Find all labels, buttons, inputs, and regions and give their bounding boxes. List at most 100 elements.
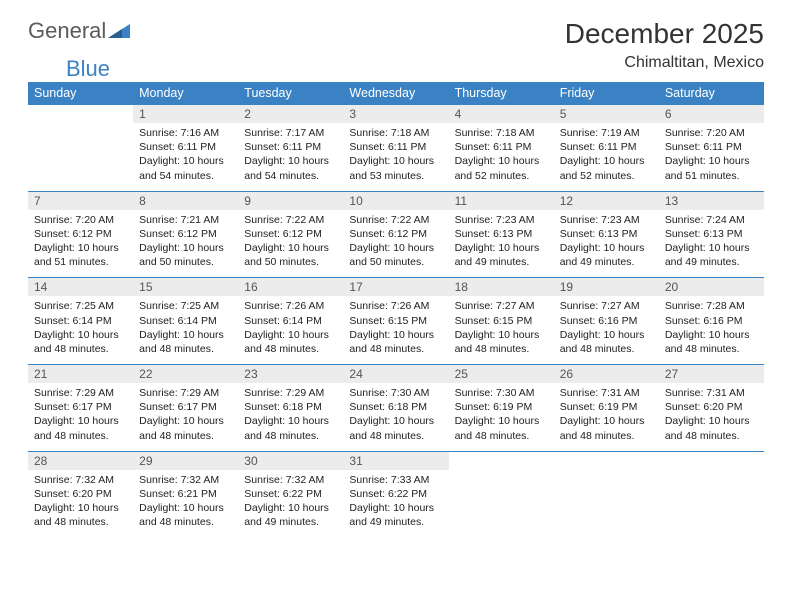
day-details: Sunrise: 7:21 AMSunset: 6:12 PMDaylight:… bbox=[133, 210, 238, 278]
calendar-day-cell: 25Sunrise: 7:30 AMSunset: 6:19 PMDayligh… bbox=[449, 365, 554, 452]
sunset-text: Sunset: 6:22 PM bbox=[244, 487, 337, 501]
sunrise-text: Sunrise: 7:28 AM bbox=[665, 299, 758, 313]
day-number: 27 bbox=[659, 365, 764, 383]
day-number: 23 bbox=[238, 365, 343, 383]
sunset-text: Sunset: 6:12 PM bbox=[139, 227, 232, 241]
calendar-day-cell: 13Sunrise: 7:24 AMSunset: 6:13 PMDayligh… bbox=[659, 191, 764, 278]
day-details: Sunrise: 7:24 AMSunset: 6:13 PMDaylight:… bbox=[659, 210, 764, 278]
calendar-week-row: 14Sunrise: 7:25 AMSunset: 6:14 PMDayligh… bbox=[28, 278, 764, 365]
sunset-text: Sunset: 6:13 PM bbox=[455, 227, 548, 241]
logo-triangle-icon bbox=[108, 20, 130, 43]
sunset-text: Sunset: 6:12 PM bbox=[244, 227, 337, 241]
calendar-week-row: 1Sunrise: 7:16 AMSunset: 6:11 PMDaylight… bbox=[28, 105, 764, 192]
day-details: Sunrise: 7:28 AMSunset: 6:16 PMDaylight:… bbox=[659, 296, 764, 364]
sunrise-text: Sunrise: 7:20 AM bbox=[665, 126, 758, 140]
daylight-text: Daylight: 10 hours and 49 minutes. bbox=[560, 241, 653, 269]
day-details: Sunrise: 7:26 AMSunset: 6:14 PMDaylight:… bbox=[238, 296, 343, 364]
day-details: Sunrise: 7:33 AMSunset: 6:22 PMDaylight:… bbox=[343, 470, 448, 538]
day-details: Sunrise: 7:19 AMSunset: 6:11 PMDaylight:… bbox=[554, 123, 659, 191]
day-number: 14 bbox=[28, 278, 133, 296]
sunset-text: Sunset: 6:12 PM bbox=[34, 227, 127, 241]
sunset-text: Sunset: 6:16 PM bbox=[665, 314, 758, 328]
calendar-document: General December 2025 Chimaltitan, Mexic… bbox=[0, 0, 792, 555]
day-details: Sunrise: 7:23 AMSunset: 6:13 PMDaylight:… bbox=[554, 210, 659, 278]
daylight-text: Daylight: 10 hours and 54 minutes. bbox=[244, 154, 337, 182]
sunrise-text: Sunrise: 7:31 AM bbox=[560, 386, 653, 400]
sunset-text: Sunset: 6:19 PM bbox=[455, 400, 548, 414]
day-details: Sunrise: 7:18 AMSunset: 6:11 PMDaylight:… bbox=[449, 123, 554, 191]
day-header: Saturday bbox=[659, 82, 764, 105]
sunrise-text: Sunrise: 7:17 AM bbox=[244, 126, 337, 140]
sunset-text: Sunset: 6:11 PM bbox=[244, 140, 337, 154]
day-details: Sunrise: 7:27 AMSunset: 6:15 PMDaylight:… bbox=[449, 296, 554, 364]
calendar-day-cell: 9 Sunrise: 7:22 AMSunset: 6:12 PMDaylight… bbox=[238, 191, 343, 278]
sunset-text: Sunset: 6:17 PM bbox=[34, 400, 127, 414]
day-details: Sunrise: 7:29 AMSunset: 6:17 PMDaylight:… bbox=[28, 383, 133, 451]
calendar-day-cell: 18Sunrise: 7:27 AMSunset: 6:15 PMDayligh… bbox=[449, 278, 554, 365]
daylight-text: Daylight: 10 hours and 48 minutes. bbox=[560, 414, 653, 442]
day-number: 8 bbox=[133, 192, 238, 210]
day-details: Sunrise: 7:18 AMSunset: 6:11 PMDaylight:… bbox=[343, 123, 448, 191]
day-details: Sunrise: 7:20 AMSunset: 6:12 PMDaylight:… bbox=[28, 210, 133, 278]
daylight-text: Daylight: 10 hours and 51 minutes. bbox=[34, 241, 127, 269]
calendar-header-row: SundayMondayTuesdayWednesdayThursdayFrid… bbox=[28, 82, 764, 105]
daylight-text: Daylight: 10 hours and 49 minutes. bbox=[244, 501, 337, 529]
sunrise-text: Sunrise: 7:27 AM bbox=[560, 299, 653, 313]
daylight-text: Daylight: 10 hours and 48 minutes. bbox=[665, 328, 758, 356]
daylight-text: Daylight: 10 hours and 48 minutes. bbox=[34, 501, 127, 529]
sunset-text: Sunset: 6:18 PM bbox=[349, 400, 442, 414]
sunset-text: Sunset: 6:15 PM bbox=[349, 314, 442, 328]
sunrise-text: Sunrise: 7:22 AM bbox=[244, 213, 337, 227]
sunset-text: Sunset: 6:20 PM bbox=[34, 487, 127, 501]
calendar-day-cell: 6Sunrise: 7:20 AMSunset: 6:11 PMDaylight… bbox=[659, 105, 764, 192]
day-details: Sunrise: 7:32 AMSunset: 6:22 PMDaylight:… bbox=[238, 470, 343, 538]
logo-text-blue: Blue bbox=[66, 56, 110, 82]
sunset-text: Sunset: 6:11 PM bbox=[349, 140, 442, 154]
sunset-text: Sunset: 6:11 PM bbox=[560, 140, 653, 154]
day-number: 16 bbox=[238, 278, 343, 296]
daylight-text: Daylight: 10 hours and 50 minutes. bbox=[244, 241, 337, 269]
day-header: Thursday bbox=[449, 82, 554, 105]
daylight-text: Daylight: 10 hours and 48 minutes. bbox=[139, 501, 232, 529]
daylight-text: Daylight: 10 hours and 48 minutes. bbox=[244, 414, 337, 442]
logo: General bbox=[28, 18, 132, 44]
sunrise-text: Sunrise: 7:23 AM bbox=[455, 213, 548, 227]
daylight-text: Daylight: 10 hours and 48 minutes. bbox=[34, 414, 127, 442]
daylight-text: Daylight: 10 hours and 49 minutes. bbox=[455, 241, 548, 269]
day-number: 17 bbox=[343, 278, 448, 296]
day-number: 28 bbox=[28, 452, 133, 470]
day-number: 4 bbox=[449, 105, 554, 123]
daylight-text: Daylight: 10 hours and 48 minutes. bbox=[139, 414, 232, 442]
sunrise-text: Sunrise: 7:18 AM bbox=[349, 126, 442, 140]
day-details: Sunrise: 7:31 AMSunset: 6:20 PMDaylight:… bbox=[659, 383, 764, 451]
calendar-day-cell: 5Sunrise: 7:19 AMSunset: 6:11 PMDaylight… bbox=[554, 105, 659, 192]
calendar-day-cell: 4Sunrise: 7:18 AMSunset: 6:11 PMDaylight… bbox=[449, 105, 554, 192]
calendar-day-cell: 23Sunrise: 7:29 AMSunset: 6:18 PMDayligh… bbox=[238, 365, 343, 452]
daylight-text: Daylight: 10 hours and 53 minutes. bbox=[349, 154, 442, 182]
calendar-day-cell: 30Sunrise: 7:32 AMSunset: 6:22 PMDayligh… bbox=[238, 451, 343, 537]
day-number: 11 bbox=[449, 192, 554, 210]
day-number: 2 bbox=[238, 105, 343, 123]
daylight-text: Daylight: 10 hours and 48 minutes. bbox=[665, 414, 758, 442]
calendar-day-cell bbox=[28, 105, 133, 192]
sunset-text: Sunset: 6:14 PM bbox=[139, 314, 232, 328]
sunrise-text: Sunrise: 7:23 AM bbox=[560, 213, 653, 227]
daylight-text: Daylight: 10 hours and 49 minutes. bbox=[665, 241, 758, 269]
day-number: 1 bbox=[133, 105, 238, 123]
sunrise-text: Sunrise: 7:24 AM bbox=[665, 213, 758, 227]
day-number: 9 bbox=[238, 192, 343, 210]
day-number: 19 bbox=[554, 278, 659, 296]
sunset-text: Sunset: 6:21 PM bbox=[139, 487, 232, 501]
calendar-day-cell bbox=[659, 451, 764, 537]
sunrise-text: Sunrise: 7:21 AM bbox=[139, 213, 232, 227]
sunrise-text: Sunrise: 7:19 AM bbox=[560, 126, 653, 140]
calendar-day-cell: 28Sunrise: 7:32 AMSunset: 6:20 PMDayligh… bbox=[28, 451, 133, 537]
calendar-week-row: 21Sunrise: 7:29 AMSunset: 6:17 PMDayligh… bbox=[28, 365, 764, 452]
sunset-text: Sunset: 6:20 PM bbox=[665, 400, 758, 414]
calendar-day-cell: 17Sunrise: 7:26 AMSunset: 6:15 PMDayligh… bbox=[343, 278, 448, 365]
calendar-day-cell: 1Sunrise: 7:16 AMSunset: 6:11 PMDaylight… bbox=[133, 105, 238, 192]
day-number: 6 bbox=[659, 105, 764, 123]
day-number: 7 bbox=[28, 192, 133, 210]
daylight-text: Daylight: 10 hours and 48 minutes. bbox=[455, 414, 548, 442]
calendar-day-cell: 11 Sunrise: 7:23 AMSunset: 6:13 PMDayligh… bbox=[449, 191, 554, 278]
